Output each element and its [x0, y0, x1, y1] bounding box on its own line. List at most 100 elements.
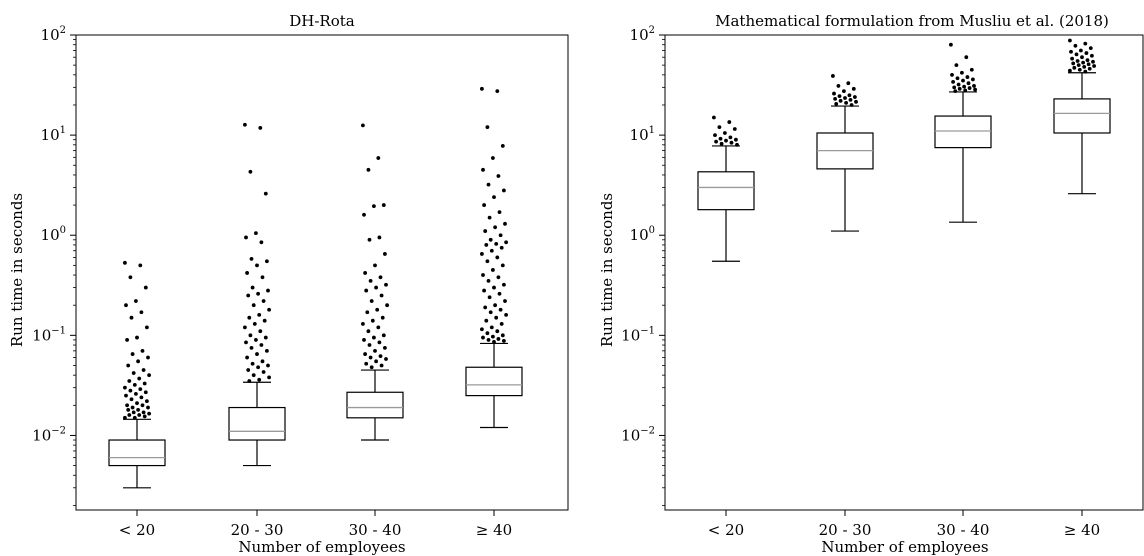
outlier-point: [135, 335, 139, 340]
outlier-point: [960, 70, 964, 75]
outlier-point: [834, 102, 839, 106]
outlier-point: [1081, 60, 1085, 65]
y-tick-exponent: 2: [649, 25, 655, 36]
y-tick-label: 102: [41, 25, 66, 44]
outlier-point: [374, 359, 378, 364]
outlier-point: [249, 345, 254, 350]
outlier-point: [482, 203, 486, 207]
outlier-point: [265, 259, 269, 264]
outlier-point: [496, 174, 501, 178]
outlier-point: [482, 288, 486, 293]
box-group: 20 - 30: [228, 122, 286, 539]
outlier-point: [1087, 66, 1092, 71]
outlier-point: [363, 352, 367, 356]
outlier-point: [723, 131, 727, 135]
x-tick-label: 30 - 40: [349, 521, 402, 539]
outlier-point: [377, 340, 382, 345]
outlier-point: [953, 89, 958, 94]
outlier-point: [378, 275, 383, 280]
outlier-point: [1070, 56, 1074, 61]
outlier-point: [381, 333, 386, 338]
y-tick-base: 10: [41, 226, 60, 244]
outlier-point: [484, 318, 489, 323]
outlier-point: [244, 340, 248, 345]
outlier-point: [1086, 62, 1091, 67]
outlier-point: [1083, 69, 1088, 74]
outlier-point: [129, 315, 134, 320]
outlier-point: [961, 78, 965, 83]
outlier-point: [497, 210, 502, 215]
y-axis-label: Run time in seconds: [8, 193, 26, 347]
y-tick-exponent: 2: [60, 25, 66, 36]
outlier-point: [263, 191, 268, 196]
outlier-point: [250, 361, 255, 366]
outlier-point: [481, 167, 485, 172]
outlier-point: [259, 240, 264, 245]
outlier-point: [851, 86, 856, 91]
outlier-point: [480, 252, 484, 256]
outlier-point: [364, 361, 369, 366]
outlier-point: [493, 225, 497, 230]
outlier-point: [254, 231, 258, 236]
outlier-point: [727, 120, 732, 124]
outlier-point: [255, 352, 259, 356]
dh-rota-panel: DH-Rota Number of employees Run time in …: [8, 12, 569, 556]
outlier-point: [376, 325, 381, 330]
box-group: ≥ 40: [465, 86, 523, 539]
outlier-point: [494, 241, 499, 246]
outlier-point: [147, 411, 152, 416]
iqr-box: [697, 171, 755, 211]
outlier-point: [260, 275, 265, 280]
outlier-point: [951, 80, 955, 84]
outlier-point: [137, 376, 142, 381]
outlier-point: [1075, 59, 1080, 63]
outlier-point: [485, 125, 490, 130]
y-tick-label: 100: [630, 225, 655, 244]
outlier-point: [494, 315, 499, 320]
y-tick-label: 10−1: [621, 325, 655, 344]
outlier-point: [246, 368, 251, 372]
outlier-point: [372, 335, 376, 340]
outlier-point: [491, 334, 495, 339]
outlier-point: [500, 333, 505, 338]
x-tick-label: ≥ 40: [476, 521, 512, 539]
outlier-point: [260, 359, 265, 364]
outlier-point: [251, 373, 256, 378]
outlier-point: [259, 343, 264, 347]
outlier-point: [255, 263, 259, 268]
outlier-point: [832, 91, 836, 96]
outlier-point: [374, 285, 378, 290]
outlier-point: [842, 89, 846, 94]
outlier-point: [1085, 58, 1090, 63]
outlier-point: [247, 315, 252, 320]
outlier-point: [1088, 46, 1093, 50]
outlier-point: [966, 81, 971, 86]
outlier-point: [125, 338, 129, 342]
y-tick-label: 101: [630, 125, 655, 144]
chart-title: DH-Rota: [289, 12, 355, 30]
outlier-point: [138, 387, 143, 392]
outlier-point: [831, 74, 835, 78]
y-tick-exponent: −2: [640, 425, 655, 436]
box-group: 20 - 30: [816, 74, 874, 539]
outlier-point: [266, 363, 270, 368]
x-tick-label: ≥ 40: [1064, 521, 1100, 539]
outlier-point: [145, 325, 149, 330]
outlier-point: [366, 167, 371, 172]
outlier-point: [964, 55, 969, 60]
outlier-point: [956, 82, 961, 87]
iqr-box: [1053, 98, 1111, 134]
x-tick-label: 20 - 30: [819, 521, 872, 539]
outlier-point: [493, 303, 497, 308]
outlier-point: [967, 86, 972, 90]
outlier-point: [267, 375, 271, 380]
outlier-point: [962, 84, 966, 89]
outlier-point: [127, 379, 132, 383]
y-tick-base: 10: [630, 226, 649, 244]
outlier-point: [145, 399, 149, 404]
box-group: 30 - 40: [346, 123, 404, 539]
outlier-point: [489, 248, 494, 253]
outlier-point: [135, 401, 139, 406]
x-axis-label: Number of employees: [238, 538, 405, 556]
outlier-point: [131, 410, 136, 415]
